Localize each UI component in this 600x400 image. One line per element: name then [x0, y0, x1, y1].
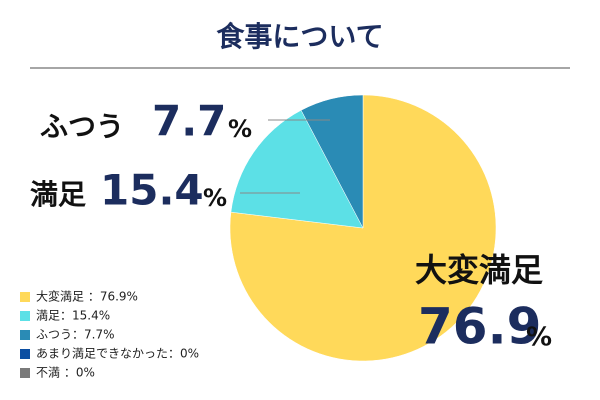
data-label: 15.4	[100, 166, 204, 215]
legend-label: 大変満足 ：76.9%	[36, 289, 138, 304]
pie-slice	[230, 109, 364, 229]
legend-swatch	[20, 368, 30, 378]
data-label-unit: %	[526, 323, 552, 353]
legend-swatch	[20, 349, 30, 359]
legend-swatch	[20, 311, 30, 321]
legend-label: あまり満足できなかった：0%	[36, 347, 199, 361]
pie	[229, 94, 497, 362]
data-label-unit: %	[203, 184, 227, 212]
legend-swatch	[20, 292, 30, 302]
legend-swatch	[20, 330, 30, 340]
slice-label: ふつう	[40, 110, 124, 143]
data-label-unit: %	[228, 115, 252, 143]
slice-label: 大変満足	[415, 251, 543, 289]
data-label: 7.7	[152, 97, 226, 146]
slice-label: 満足	[30, 178, 86, 211]
chart-title: 食事について	[216, 20, 383, 53]
pie-slice	[300, 94, 364, 229]
legend-label: 不満 ：0%	[36, 366, 95, 380]
legend-label: 満足：15.4%	[36, 309, 110, 323]
legend-label: ふつう：7.7%	[36, 328, 115, 342]
legend: 大変満足 ：76.9% 満足：15.4% ふつう：7.7% あまり満足できなかった：0…	[20, 289, 199, 380]
data-label: 76.9	[418, 298, 541, 356]
